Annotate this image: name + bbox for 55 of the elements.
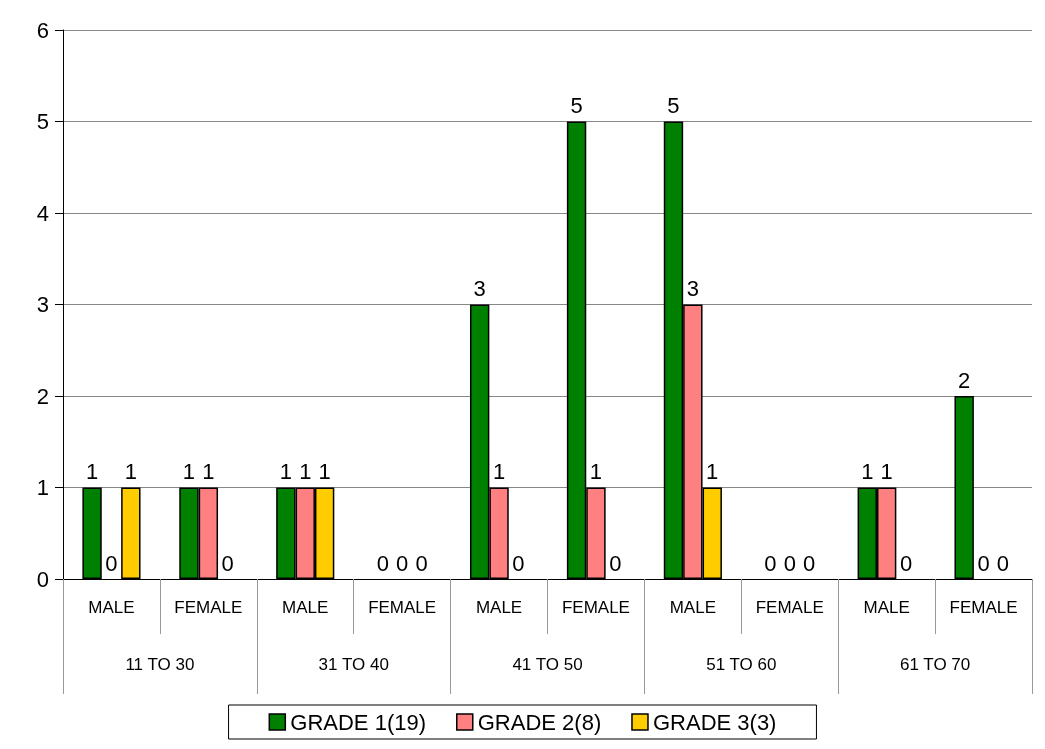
x-tick-label: FEMALE [755,598,824,617]
data-label: 0 [977,550,990,576]
data-label: 0 [899,550,913,576]
y-tick-label: 0 [36,566,49,592]
data-label: 1 [279,459,292,484]
data-label: 0 [783,550,796,576]
data-label: 0 [396,550,409,576]
data-label: 0 [221,550,234,576]
x-tick-label: MALE [88,598,135,617]
data-label: 1 [589,459,603,484]
text: 41 TO 50 [512,655,583,674]
x-tick-label: MALE [863,598,910,617]
text: 61 TO 70 [899,655,971,674]
data-label: 1 [124,459,137,484]
data-label: 1 [861,459,874,484]
y-tick-label: 6 [36,17,49,43]
y-tick-label: 1 [36,475,49,500]
text: 31 TO 40 [318,655,389,674]
data-label: 0 [764,550,777,576]
x-tick-label: FEMALE [561,598,630,617]
x-tick-label: MALE [282,598,329,617]
y-tick-label: 3 [36,292,49,317]
data-label: 3 [686,276,699,301]
data-label: 0 [105,550,118,576]
data-label: 0 [376,550,389,576]
x-tick-label: FEMALE [174,598,243,617]
x-tick-label: FEMALE [949,598,1018,617]
data-label: 1 [182,459,196,484]
data-label: 1 [492,459,506,484]
legend-label: GRADE 2(8) [477,709,602,735]
x-tick-label: MALE [669,598,716,617]
text: 51 TO 60 [706,655,777,674]
legend-label: GRADE 1(19) [290,709,427,735]
data-label: 1 [318,459,331,484]
y-tick-label: 4 [36,200,49,226]
data-label: 2 [958,367,971,393]
data-label: 5 [667,93,680,118]
x-tick-label: FEMALE [368,598,437,617]
data-label: 0 [609,550,622,576]
y-tick-label: 5 [36,109,49,134]
data-label: 0 [996,550,1010,576]
data-label: 1 [202,459,215,484]
data-label: 1 [85,459,99,484]
data-label: 1 [706,459,719,484]
data-label: 1 [880,459,893,484]
x-tick-label: MALE [475,598,523,617]
data-label: 1 [299,459,312,484]
data-label: 0 [803,550,816,576]
data-label: 0 [415,550,428,576]
data-label: 5 [570,93,583,118]
data-label: 0 [512,550,525,576]
legend-label: GRADE 3(3) [652,709,777,735]
text: 11 TO 30 [125,655,195,674]
y-tick-label: 2 [36,383,49,409]
data-label: 3 [473,276,486,301]
